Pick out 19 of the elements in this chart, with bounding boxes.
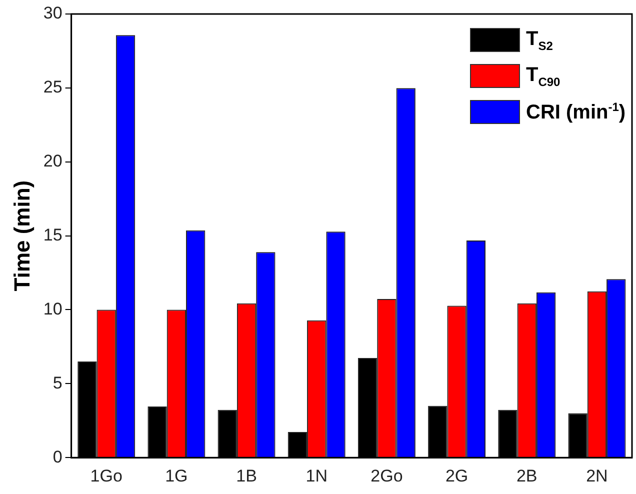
y-tick-label: 5: [52, 373, 62, 392]
y-tick-label: 20: [43, 152, 62, 171]
legend-label: T$_{S2}$: [526, 28, 553, 52]
x-tick-label: 2N: [586, 466, 608, 486]
legend-label: CRI (min$^{-1}$): [526, 100, 626, 124]
x-tick-label: 2G: [445, 466, 468, 486]
legend-label: T$_{C90}$: [526, 64, 560, 88]
x-tick-label: 1B: [236, 466, 257, 486]
x-tick-label: 1Go: [90, 466, 122, 486]
y-tick-label: 30: [43, 4, 62, 23]
y-tick-label: 0: [52, 447, 62, 466]
x-tick-label: 2B: [516, 466, 538, 486]
y-tick-label: 10: [43, 299, 62, 318]
x-tick-label: 1N: [306, 466, 328, 486]
y-tick-label: 25: [43, 78, 62, 97]
x-tick-label: 1G: [165, 466, 188, 486]
y-tick-label: 15: [43, 225, 62, 244]
x-tick-label: 2Go: [370, 466, 403, 486]
y-axis-title: Time (min): [9, 180, 34, 292]
